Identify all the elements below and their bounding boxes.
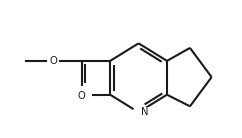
Text: O: O: [50, 56, 57, 66]
Text: N: N: [141, 107, 149, 117]
Text: O: O: [78, 91, 86, 101]
Text: Cl: Cl: [77, 90, 87, 100]
